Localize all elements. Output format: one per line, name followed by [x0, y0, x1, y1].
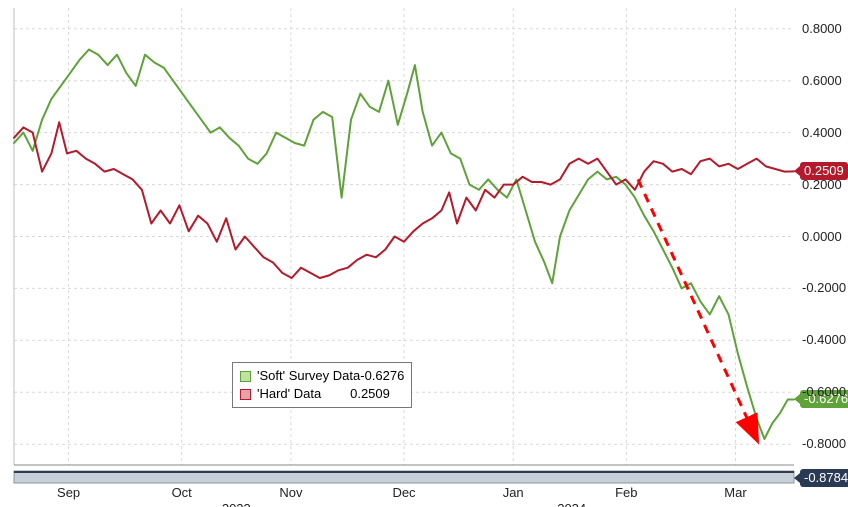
legend-row: 'Hard' Data 0.2509	[240, 385, 404, 403]
x-month-label: Oct	[172, 485, 192, 500]
x-month-label: Dec	[392, 485, 415, 500]
legend-value: 0.2509	[347, 385, 390, 403]
x-year-label: 2024	[557, 501, 586, 507]
x-month-label: Nov	[279, 485, 302, 500]
x-month-label: Sep	[57, 485, 80, 500]
y-tick-label: -0.2000	[802, 280, 846, 295]
legend-swatch	[240, 371, 251, 382]
x-month-label: Feb	[615, 485, 637, 500]
annotation-arrow	[638, 179, 757, 439]
y-tick-label: 0.0000	[802, 229, 842, 244]
y-tick-label: -0.4000	[802, 332, 846, 347]
y-tick-label: 0.4000	[802, 125, 842, 140]
x-year-label: 2023	[222, 501, 251, 507]
legend-row: 'Soft' Survey Data-0.6276	[240, 367, 404, 385]
y-tick-label: 0.2000	[802, 177, 842, 192]
legend: 'Soft' Survey Data-0.6276'Hard' Data 0.2…	[232, 362, 412, 408]
y-tick-label: -0.8000	[802, 436, 846, 451]
legend-value: -0.6276	[360, 367, 404, 385]
legend-label: 'Soft' Survey Data	[257, 367, 360, 385]
y-tick-label: -0.6000	[802, 384, 846, 399]
x-month-label: Mar	[724, 485, 746, 500]
y-tick-label: 0.6000	[802, 73, 842, 88]
x-month-label: Jan	[503, 485, 524, 500]
chart-container: 'Soft' Survey Data-0.6276'Hard' Data 0.2…	[0, 0, 848, 507]
chart-svg	[0, 0, 848, 507]
legend-swatch	[240, 389, 251, 400]
y-tick-label: 0.8000	[802, 21, 842, 36]
legend-label: 'Hard' Data	[257, 385, 347, 403]
value-tag-bottom: -0.8784	[800, 469, 848, 487]
